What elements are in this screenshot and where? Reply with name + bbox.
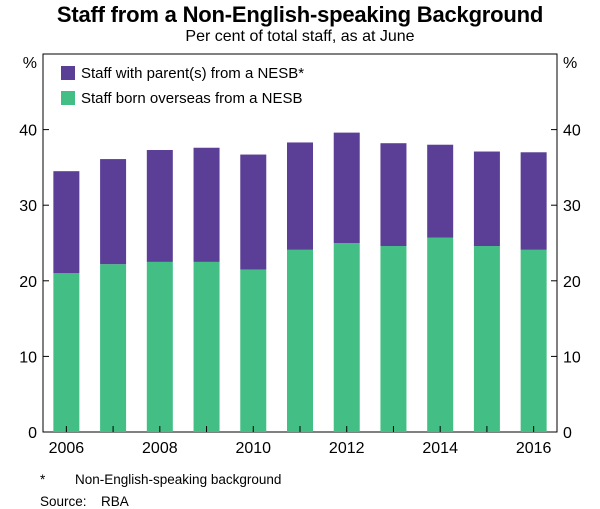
y-tick-label-right: 40 xyxy=(563,123,581,140)
y-tick-label-left: 20 xyxy=(19,274,37,291)
y-tick-label-left: 10 xyxy=(19,349,37,366)
y-tick-label-right: 30 xyxy=(563,198,581,215)
y-unit-left: % xyxy=(23,55,37,72)
bar-parent-nesb xyxy=(380,143,407,247)
bar-parent-nesb xyxy=(240,154,267,270)
x-tick-label: 2006 xyxy=(49,440,85,457)
bar-born-overseas xyxy=(146,261,173,432)
footnote-marker: * xyxy=(40,472,46,487)
bar-born-overseas xyxy=(53,273,80,432)
bar-parent-nesb xyxy=(53,171,80,274)
source-label: Source: xyxy=(40,494,87,509)
y-tick-label-right: 20 xyxy=(563,274,581,291)
chart-subtitle: Per cent of total staff, as at June xyxy=(185,28,415,45)
bar-born-overseas xyxy=(520,249,547,432)
bar-parent-nesb xyxy=(473,151,500,247)
y-tick-label-left: 40 xyxy=(19,123,37,140)
bar-parent-nesb xyxy=(333,132,360,243)
legend-label: Staff with parent(s) from a NESB* xyxy=(81,65,304,82)
legend-swatch xyxy=(61,91,75,105)
bar-born-overseas xyxy=(473,246,500,432)
y-tick-label-right: 10 xyxy=(563,349,581,366)
bar-born-overseas xyxy=(100,264,127,432)
legend-swatch xyxy=(61,66,75,80)
x-tick-label: 2012 xyxy=(329,440,365,457)
bar-born-overseas xyxy=(240,269,267,432)
stacked-bar-chart: 0 0 10 10 20 20 30 30 40 40% % 2006 2008 2010 2012 2014… xyxy=(19,53,581,457)
bar-parent-nesb xyxy=(520,152,547,250)
footnote-text: Non-English-speaking background xyxy=(75,472,282,487)
y-tick-label-left: 0 xyxy=(28,425,37,442)
bar-parent-nesb xyxy=(427,144,454,238)
bar-born-overseas xyxy=(380,246,407,432)
bar-born-overseas xyxy=(427,237,454,432)
chart-title: Staff from a Non-English-speaking Backgr… xyxy=(56,2,544,27)
x-tick-label: 2010 xyxy=(235,440,271,457)
x-tick-label: 2008 xyxy=(142,440,178,457)
bar-born-overseas xyxy=(333,243,360,432)
bar-parent-nesb xyxy=(287,142,313,250)
y-tick-label-right: 0 xyxy=(563,425,572,442)
x-tick-label: 2014 xyxy=(422,440,458,457)
x-tick-label: 2016 xyxy=(516,440,552,457)
bar-parent-nesb xyxy=(100,159,127,265)
legend-label: Staff born overseas from a NESB xyxy=(81,90,303,107)
bar-born-overseas xyxy=(287,249,313,432)
bar-parent-nesb xyxy=(193,147,220,262)
bar-parent-nesb xyxy=(146,150,173,262)
y-unit-right: % xyxy=(563,55,577,72)
bar-born-overseas xyxy=(193,261,220,432)
source-value: RBA xyxy=(101,494,129,509)
y-tick-label-left: 30 xyxy=(19,198,37,215)
